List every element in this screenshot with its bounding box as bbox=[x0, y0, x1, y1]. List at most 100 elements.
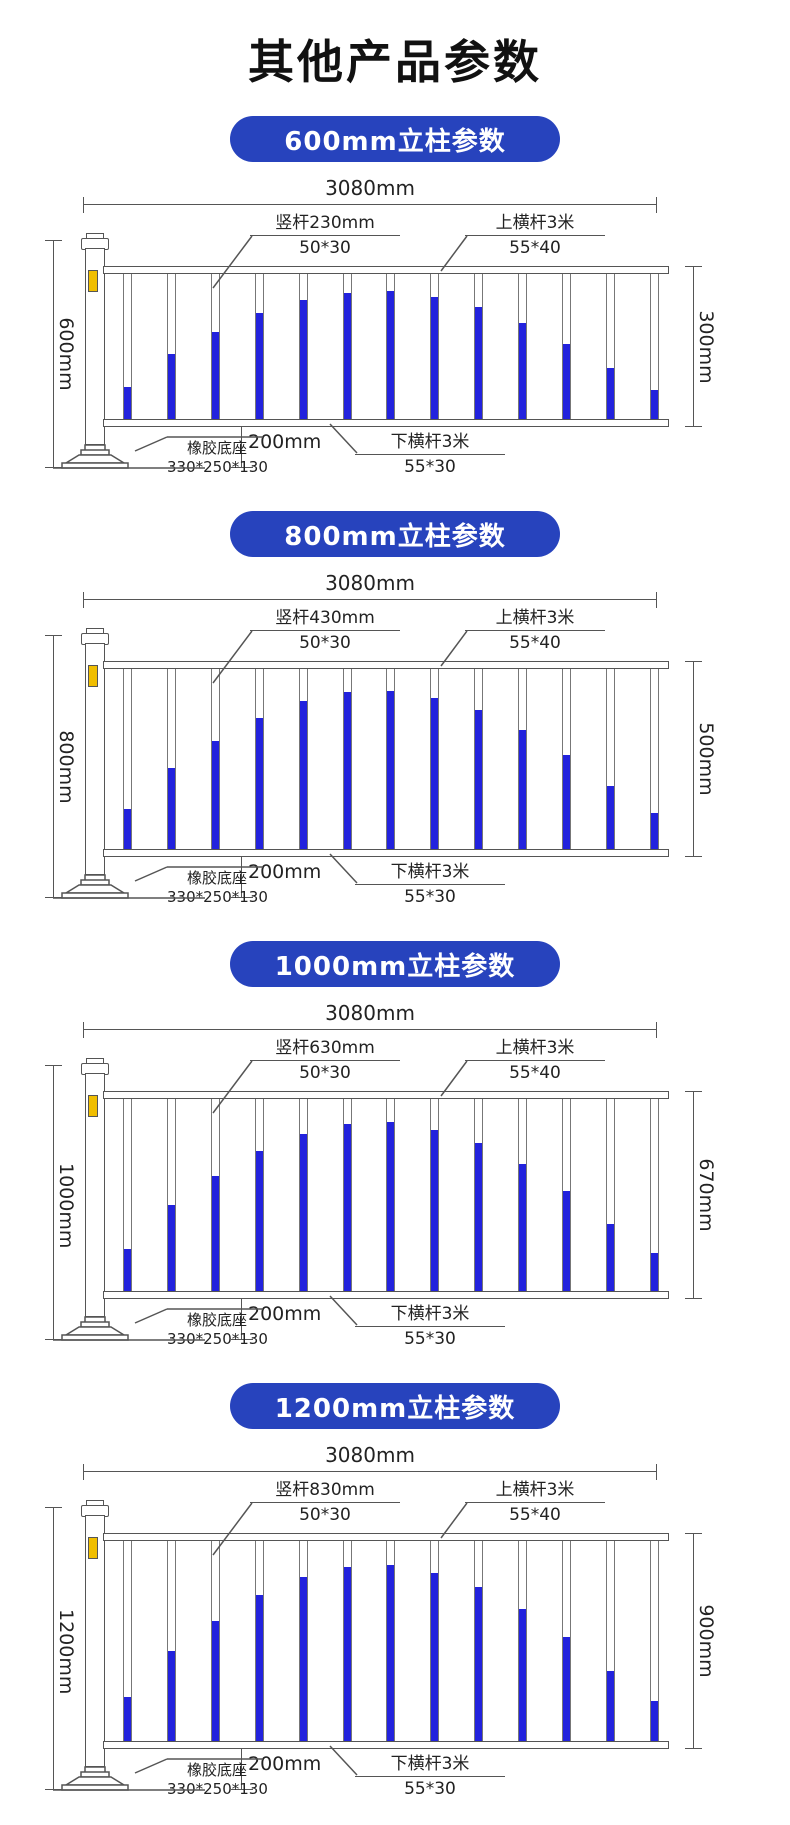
rubber-base-size: 330*250*130 bbox=[167, 888, 268, 906]
infill-bar bbox=[430, 1541, 440, 1741]
top-rail-label: 上横杆3米 bbox=[465, 1037, 605, 1061]
infill-bar bbox=[298, 669, 308, 849]
post-cap bbox=[81, 1058, 109, 1075]
infill-bar bbox=[386, 274, 396, 419]
overall-width-value: 3080mm bbox=[325, 176, 415, 200]
panel-height-dimension-line bbox=[685, 266, 702, 427]
panel-height-value: 300mm bbox=[695, 309, 717, 384]
infill-bar bbox=[254, 669, 264, 849]
bottom-rail bbox=[103, 849, 669, 857]
reflector-patch bbox=[88, 270, 98, 292]
top-rail-label: 上横杆3米 bbox=[465, 607, 605, 631]
overall-width-dimension: 3080mm bbox=[83, 176, 657, 213]
reflector-patch bbox=[88, 1095, 98, 1117]
page-title: 其他产品参数 bbox=[248, 35, 542, 89]
ground-clearance-value: 200mm bbox=[248, 1303, 322, 1325]
infill-bar bbox=[123, 1099, 132, 1291]
reflector-patch bbox=[88, 665, 98, 687]
ground-clearance-dimension-line bbox=[231, 1749, 253, 1790]
vertical-bar-label: 竖杆430mm bbox=[250, 607, 400, 631]
overall-width-dimension: 3080mm bbox=[83, 1001, 657, 1038]
infill-bar bbox=[518, 274, 528, 419]
fence-diagram-1200mm: 3080mm 竖杆830mm 50*30 上横杆3米 55*40 1200mm … bbox=[45, 1443, 745, 1809]
infill-bar bbox=[123, 669, 132, 849]
section-badge-1000mm: 1000mm立柱参数 bbox=[230, 941, 560, 987]
ground-clearance-value: 200mm bbox=[248, 1753, 322, 1775]
infill-bar bbox=[430, 274, 440, 419]
post-height-dimension-line bbox=[45, 1065, 62, 1340]
post-height-value: 800mm bbox=[55, 729, 77, 804]
top-rail-size: 55*40 bbox=[509, 633, 561, 653]
infill-bar bbox=[518, 669, 528, 849]
ground-clearance-dimension-line bbox=[231, 857, 253, 898]
bottom-rail-label: 下横杆3米 bbox=[355, 1303, 505, 1327]
top-rail-size: 55*40 bbox=[509, 1505, 561, 1525]
vertical-bar-annotation: 竖杆630mm 50*30 bbox=[250, 1037, 400, 1084]
dimension-line bbox=[83, 1022, 657, 1038]
infill-bar bbox=[562, 1541, 572, 1741]
bottom-rail-annotation: 下横杆3米 55*30 bbox=[355, 1753, 505, 1800]
infill-bar bbox=[518, 1541, 528, 1741]
infill-bar bbox=[123, 274, 132, 419]
bottom-rail-annotation: 下横杆3米 55*30 bbox=[355, 861, 505, 908]
infill-bar bbox=[474, 1541, 484, 1741]
section-badge-600mm: 600mm立柱参数 bbox=[230, 116, 560, 162]
rubber-base-label: 橡胶底座 bbox=[186, 1311, 247, 1329]
vertical-bar-annotation: 竖杆830mm 50*30 bbox=[250, 1479, 400, 1526]
panel-height-dimension-line bbox=[685, 1091, 702, 1299]
infill-bars bbox=[123, 1099, 659, 1291]
vertical-bar-size: 50*30 bbox=[299, 238, 351, 258]
post-cap bbox=[81, 628, 109, 645]
infill-bars bbox=[123, 1541, 659, 1741]
dimension-line bbox=[83, 592, 657, 608]
bottom-rail-size: 55*30 bbox=[404, 457, 456, 477]
rubber-base-size: 330*250*130 bbox=[167, 1780, 268, 1798]
post-height-dimension-line bbox=[45, 1507, 62, 1790]
top-rail-size: 55*40 bbox=[509, 238, 561, 258]
infill-bar bbox=[605, 274, 615, 419]
top-rail bbox=[103, 266, 669, 274]
bottom-rail bbox=[103, 1741, 669, 1749]
rubber-base-annotation: 橡胶底座 330*250*130 bbox=[167, 1311, 268, 1349]
vertical-bar-label: 竖杆630mm bbox=[250, 1037, 400, 1061]
infill-bar bbox=[166, 669, 176, 849]
infill-bar bbox=[210, 1541, 220, 1741]
infill-bar bbox=[210, 274, 220, 419]
infill-bar bbox=[254, 1541, 264, 1741]
fence-diagram-600mm: 3080mm 竖杆230mm 50*30 上横杆3米 55*40 600mm 3… bbox=[45, 176, 745, 487]
vertical-bar-annotation: 竖杆230mm 50*30 bbox=[250, 212, 400, 259]
infill-bar bbox=[254, 274, 264, 419]
rubber-base-annotation: 橡胶底座 330*250*130 bbox=[167, 1761, 268, 1799]
reflector-patch bbox=[88, 1537, 98, 1559]
dimension-line bbox=[83, 1464, 657, 1480]
infill-bar bbox=[649, 1099, 659, 1291]
infill-bar bbox=[342, 1541, 352, 1741]
fence-diagram-800mm: 3080mm 竖杆430mm 50*30 上横杆3米 55*40 800mm 5… bbox=[45, 571, 745, 917]
rubber-base-label: 橡胶底座 bbox=[186, 1761, 247, 1779]
section-badge-800mm: 800mm立柱参数 bbox=[230, 511, 560, 557]
vertical-bar-size: 50*30 bbox=[299, 1505, 351, 1525]
bottom-rail-size: 55*30 bbox=[404, 1779, 456, 1799]
post-height-dimension-line bbox=[45, 240, 62, 468]
bottom-rail-label: 下横杆3米 bbox=[355, 431, 505, 455]
overall-width-dimension: 3080mm bbox=[83, 1443, 657, 1480]
infill-bar bbox=[518, 1099, 528, 1291]
infill-bar bbox=[430, 669, 440, 849]
rubber-base-annotation: 橡胶底座 330*250*130 bbox=[167, 869, 268, 907]
top-rail-annotation: 上横杆3米 55*40 bbox=[465, 1479, 605, 1526]
bottom-rail-size: 55*30 bbox=[404, 887, 456, 907]
infill-bar bbox=[649, 274, 659, 419]
infill-bar bbox=[649, 1541, 659, 1741]
panel-height-value: 900mm bbox=[695, 1604, 717, 1678]
infill-bars bbox=[123, 669, 659, 849]
vertical-bar-label: 竖杆230mm bbox=[250, 212, 400, 236]
infill-bar bbox=[254, 1099, 264, 1291]
overall-width-value: 3080mm bbox=[325, 571, 415, 595]
top-rail-label: 上横杆3米 bbox=[465, 212, 605, 236]
ground-clearance-value: 200mm bbox=[248, 861, 322, 883]
bottom-rail-label: 下横杆3米 bbox=[355, 1753, 505, 1777]
panel-height-dimension-line bbox=[685, 661, 702, 857]
rubber-base-size: 330*250*130 bbox=[167, 458, 268, 476]
section-600mm: 600mm立柱参数 3080mm 竖杆230mm 50*30 上横杆3米 55*… bbox=[0, 116, 790, 487]
infill-bar bbox=[386, 1099, 396, 1291]
